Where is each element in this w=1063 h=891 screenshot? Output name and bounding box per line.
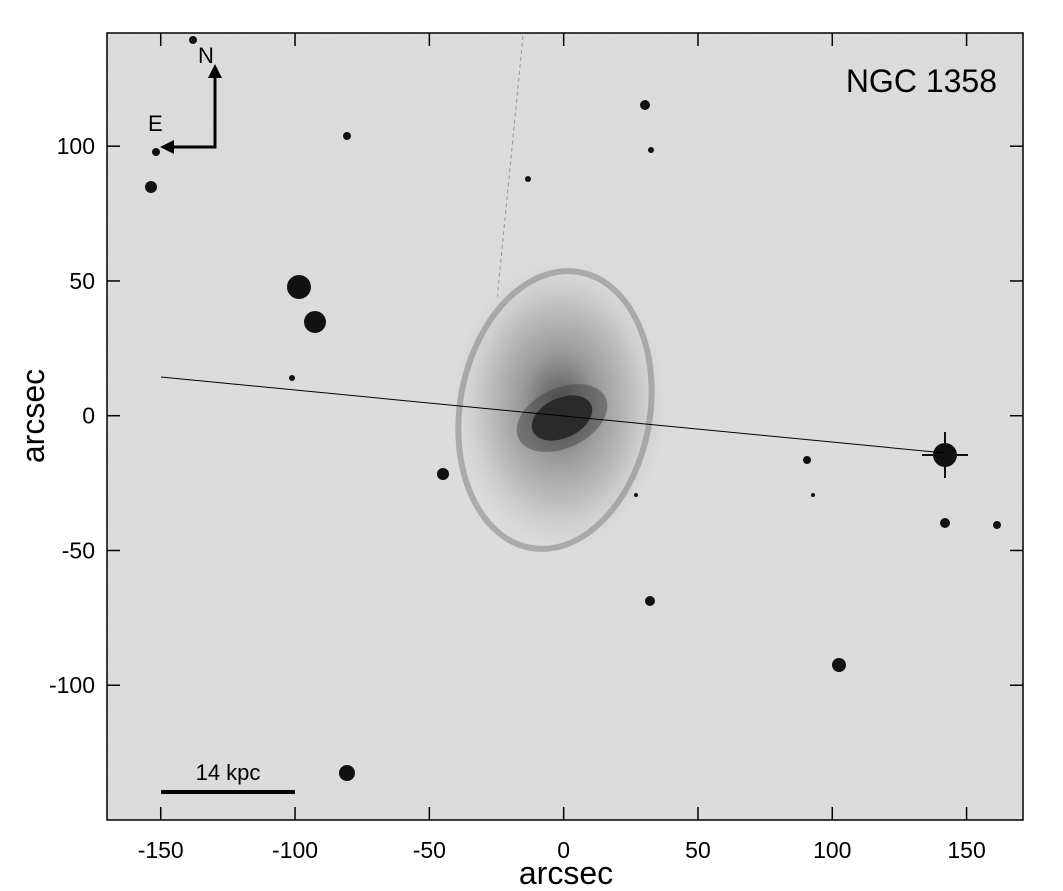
sky-image [107, 33, 1023, 820]
y-tick-label: -50 [62, 537, 95, 563]
y-axis-label: arcsec [15, 369, 51, 463]
north-label: N [198, 43, 214, 68]
x-tick-label: 50 [685, 837, 711, 863]
y-tick-label: 100 [57, 133, 95, 159]
chart-title: NGC 1358 [846, 63, 997, 99]
x-tick-label: -100 [272, 837, 318, 863]
x-tick-label: 0 [557, 837, 570, 863]
x-tick-label: 150 [947, 837, 985, 863]
x-tick-label: -50 [413, 837, 446, 863]
x-axis-label: arcsec [519, 855, 613, 886]
compass [160, 64, 222, 154]
y-tick-label: 0 [82, 403, 95, 429]
east-label: E [148, 111, 163, 136]
plot-frame [106, 32, 1024, 821]
y-tick-label: 50 [69, 268, 95, 294]
scale-bar-label: 14 kpc [196, 760, 261, 785]
x-tick-label: 100 [813, 837, 851, 863]
y-tick-label: -100 [49, 672, 95, 698]
x-tick-label: -150 [138, 837, 184, 863]
